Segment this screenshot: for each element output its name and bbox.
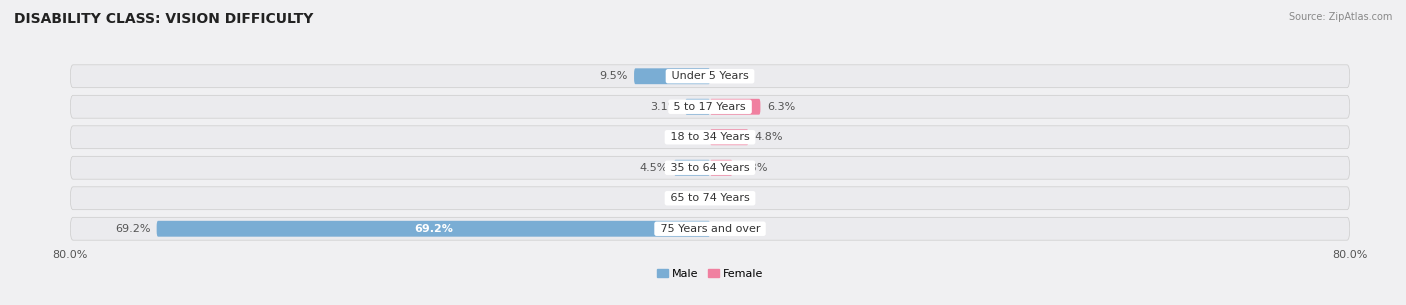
Text: 0.0%: 0.0% (723, 193, 751, 203)
FancyBboxPatch shape (710, 160, 733, 176)
Text: 75 Years and over: 75 Years and over (657, 224, 763, 234)
Text: 0.0%: 0.0% (723, 224, 751, 234)
Legend: Male, Female: Male, Female (657, 269, 763, 279)
Text: 18 to 34 Years: 18 to 34 Years (666, 132, 754, 142)
Text: 0.0%: 0.0% (723, 71, 751, 81)
FancyBboxPatch shape (70, 95, 1350, 118)
FancyBboxPatch shape (634, 68, 710, 84)
FancyBboxPatch shape (710, 129, 748, 145)
Text: 6.3%: 6.3% (766, 102, 794, 112)
Text: Source: ZipAtlas.com: Source: ZipAtlas.com (1288, 12, 1392, 22)
Text: 69.2%: 69.2% (115, 224, 150, 234)
Text: 69.2%: 69.2% (413, 224, 453, 234)
Text: 2.8%: 2.8% (738, 163, 768, 173)
FancyBboxPatch shape (156, 221, 710, 237)
Text: 9.5%: 9.5% (599, 71, 627, 81)
Text: 0.0%: 0.0% (669, 193, 697, 203)
FancyBboxPatch shape (685, 99, 710, 115)
Text: 35 to 64 Years: 35 to 64 Years (666, 163, 754, 173)
FancyBboxPatch shape (673, 160, 710, 176)
Text: 65 to 74 Years: 65 to 74 Years (666, 193, 754, 203)
FancyBboxPatch shape (70, 65, 1350, 88)
FancyBboxPatch shape (70, 126, 1350, 149)
FancyBboxPatch shape (70, 187, 1350, 210)
FancyBboxPatch shape (70, 156, 1350, 179)
Text: 3.1%: 3.1% (651, 102, 679, 112)
Text: 4.8%: 4.8% (755, 132, 783, 142)
Text: 5 to 17 Years: 5 to 17 Years (671, 102, 749, 112)
Text: 4.5%: 4.5% (640, 163, 668, 173)
Text: DISABILITY CLASS: VISION DIFFICULTY: DISABILITY CLASS: VISION DIFFICULTY (14, 12, 314, 26)
Text: 0.0%: 0.0% (669, 132, 697, 142)
FancyBboxPatch shape (70, 217, 1350, 240)
FancyBboxPatch shape (710, 99, 761, 115)
Text: Under 5 Years: Under 5 Years (668, 71, 752, 81)
